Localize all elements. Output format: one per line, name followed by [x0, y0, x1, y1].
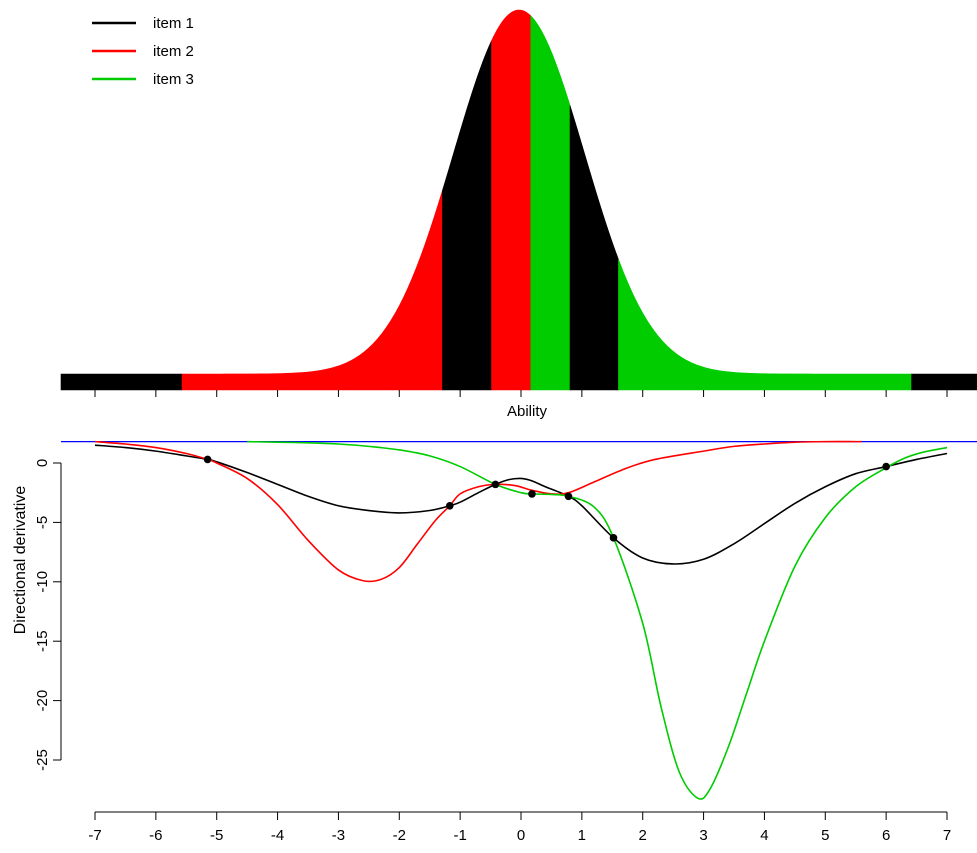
- x-tick-label: -3: [332, 827, 345, 844]
- density-panel: [60, 9, 977, 391]
- density-segment-6: [569, 105, 619, 391]
- intersection-point: [882, 462, 890, 471]
- x-tick-label: 0: [517, 827, 525, 844]
- top-x-axis-label: Ability: [507, 403, 548, 420]
- intersection-point: [491, 480, 500, 489]
- y-tick-label: 0: [34, 459, 51, 467]
- x-tick-label: 1: [578, 827, 586, 844]
- x-tick-label: -5: [210, 827, 223, 844]
- y-tick-label: -20: [34, 690, 51, 712]
- y-tick-label: -5: [34, 516, 51, 529]
- density-segment-7: [618, 259, 912, 391]
- density-segment-5: [530, 15, 571, 391]
- x-tick-label: -7: [88, 827, 101, 844]
- y-tick-label: -25: [34, 749, 51, 771]
- y-tick-label: -15: [34, 630, 51, 652]
- legend-label: item 2: [153, 43, 194, 60]
- x-tick-label: 5: [821, 827, 829, 844]
- density-segment-1: [60, 373, 183, 391]
- density-segment-4: [491, 9, 532, 391]
- density-segment-3: [442, 40, 492, 391]
- top-x-axis: Ability: [94, 390, 948, 420]
- intersection-point: [528, 490, 536, 498]
- x-tick-label: -6: [149, 827, 162, 844]
- density-segment-2: [181, 190, 443, 391]
- series-line-item-1: [94, 444, 948, 565]
- x-tick-label: 3: [699, 827, 707, 844]
- x-tick-label: 6: [882, 827, 890, 844]
- legend-label: item 1: [153, 15, 194, 32]
- y-axis-label: Directional derivative: [12, 486, 29, 635]
- bottom-axes: Directional derivative -7 -6 -5 -4 -3 -2 -1 0 1 2…: [12, 459, 951, 844]
- x-tick-label: -2: [393, 827, 406, 844]
- series-line-item-3: [247, 440, 948, 800]
- legend-label: item 3: [153, 71, 194, 88]
- x-tick-label: -4: [271, 827, 284, 844]
- x-tick-label: 2: [639, 827, 647, 844]
- derivative-panel: [61, 440, 977, 800]
- intersection-point: [445, 501, 454, 510]
- y-tick-label: -10: [34, 571, 51, 593]
- density-segment-8: [911, 373, 977, 391]
- x-tick-label: 7: [943, 827, 951, 844]
- x-tick-label: 4: [760, 827, 768, 844]
- intersection-point: [609, 534, 618, 542]
- intersection-point: [203, 455, 212, 464]
- intersection-point: [564, 492, 573, 501]
- legend: item 1 item 2 item 3: [92, 15, 194, 88]
- x-tick-label: -1: [453, 827, 466, 844]
- series-line-item-2: [94, 440, 862, 583]
